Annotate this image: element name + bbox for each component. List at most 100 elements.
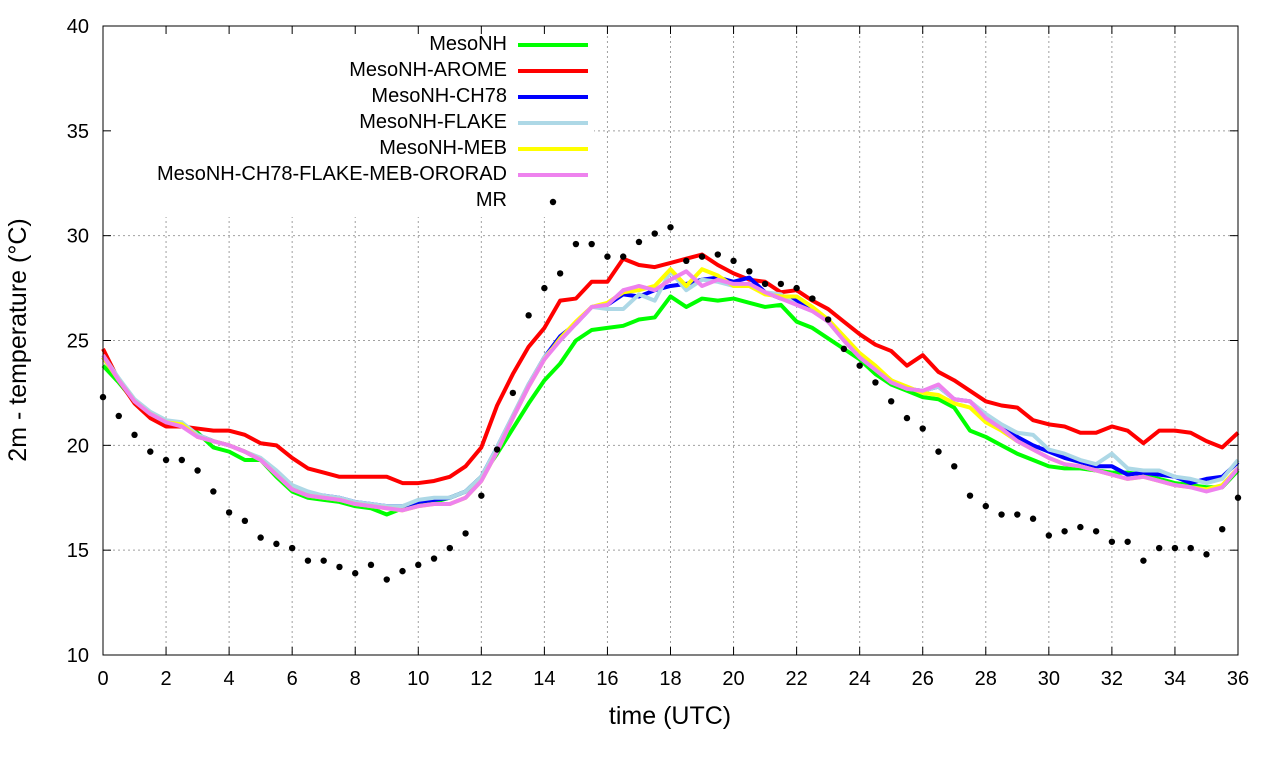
- point-mr: [872, 379, 879, 386]
- point-mr: [746, 268, 753, 275]
- point-mr: [635, 238, 643, 246]
- y-tick-label: 40: [67, 16, 89, 38]
- point-mr: [1187, 544, 1194, 552]
- point-mr: [777, 280, 785, 288]
- point-mr: [194, 467, 201, 474]
- point-mr: [903, 414, 911, 422]
- point-mr: [761, 280, 769, 288]
- point-mr: [178, 456, 186, 464]
- x-tick-label: 32: [1101, 668, 1123, 690]
- point-mr: [966, 492, 974, 499]
- point-mr: [1108, 538, 1116, 545]
- point-mr: [162, 456, 170, 464]
- x-tick-label: 8: [350, 668, 361, 690]
- point-mr: [1219, 526, 1226, 533]
- y-tick-label: 15: [67, 540, 89, 562]
- point-mr: [525, 312, 532, 319]
- point-mr: [131, 431, 138, 439]
- y-tick-label: 35: [67, 121, 89, 143]
- point-mr: [367, 561, 375, 569]
- point-mr: [1014, 511, 1021, 518]
- point-mr: [683, 257, 690, 265]
- point-mr: [887, 398, 895, 405]
- x-tick-label: 2: [160, 668, 171, 690]
- point-mr: [982, 502, 989, 510]
- point-mr: [1171, 544, 1179, 552]
- point-mr: [541, 284, 548, 292]
- x-tick-label: 0: [97, 668, 108, 690]
- point-mr: [241, 517, 249, 525]
- point-mr: [115, 412, 122, 420]
- y-tick-label: 30: [67, 226, 89, 248]
- legend-label-mesonh-ch78: MesoNH-CH78: [371, 85, 507, 107]
- x-tick-label: 36: [1227, 668, 1249, 690]
- point-mr: [383, 576, 390, 583]
- legend-label-mesonh-flake: MesoNH-FLAKE: [359, 111, 507, 133]
- point-mr: [730, 257, 737, 265]
- legend-marker-mr: [549, 198, 557, 206]
- x-tick-label: 26: [912, 668, 934, 690]
- series-line-mesonh-arome: [101, 252, 1240, 486]
- point-mr: [824, 316, 832, 323]
- x-tick-label: 30: [1038, 668, 1060, 690]
- point-mr: [604, 253, 611, 260]
- point-mr: [493, 446, 501, 453]
- y-tick-label: 25: [67, 331, 89, 353]
- y-axis-label: 2m - temperature (°C): [4, 218, 32, 461]
- x-tick-label: 20: [722, 668, 744, 690]
- x-tick-label: 4: [224, 668, 235, 690]
- point-mr: [919, 425, 926, 432]
- x-tick-label: 34: [1164, 668, 1186, 690]
- point-mr: [793, 284, 800, 292]
- x-tick-label: 22: [785, 668, 807, 690]
- point-mr: [415, 561, 422, 569]
- point-mr: [1092, 528, 1100, 535]
- point-mr: [1124, 538, 1131, 545]
- x-tick-label: 12: [470, 668, 492, 690]
- x-tick-label: 28: [975, 668, 997, 690]
- point-mr: [225, 509, 233, 516]
- point-mr: [651, 230, 658, 237]
- point-mr: [620, 253, 627, 260]
- point-mr: [304, 557, 312, 564]
- point-mr: [320, 557, 327, 564]
- point-mr: [809, 295, 816, 302]
- point-mr: [714, 251, 721, 258]
- legend-background: [104, 27, 594, 217]
- point-mr: [667, 224, 674, 231]
- point-mr: [210, 488, 217, 495]
- point-mr: [446, 544, 454, 552]
- series-line-mesonh-ch78-flake-meb-ororad: [101, 269, 1240, 513]
- y-tick-label: 10: [67, 645, 89, 667]
- point-mr: [1203, 551, 1210, 558]
- point-mr: [1029, 515, 1037, 522]
- legend-label-mr: MR: [476, 189, 507, 211]
- ticks: 0 2 4 6 8 10 12 14 16 18 20 22 24 26 28 30 32 34 361015202…: [67, 16, 1249, 690]
- point-mr: [399, 567, 406, 575]
- point-mr: [588, 240, 595, 248]
- legend: MesoNH MesoNH-AROME MesoNH-CH78 MesoNH-FLAK…: [104, 27, 594, 217]
- point-mr: [147, 448, 154, 455]
- point-mr: [840, 345, 848, 353]
- point-mr: [1155, 544, 1163, 552]
- point-mr: [998, 511, 1005, 518]
- legend-label-mesonh: MesoNH: [429, 33, 507, 55]
- point-mr: [288, 544, 296, 552]
- point-mr: [556, 270, 564, 277]
- y-tick-label: 20: [67, 435, 89, 457]
- point-mr: [1140, 557, 1147, 564]
- x-tick-label: 14: [533, 668, 555, 690]
- grid: [103, 26, 1238, 655]
- x-axis-label: time (UTC): [609, 702, 731, 730]
- point-mr: [1061, 528, 1068, 535]
- point-mr: [273, 540, 280, 548]
- point-mr: [572, 240, 580, 248]
- x-tick-label: 6: [287, 668, 298, 690]
- x-tick-label: 24: [849, 668, 871, 690]
- point-mr: [1077, 523, 1084, 531]
- point-mr: [935, 448, 942, 455]
- point-mr: [478, 492, 485, 499]
- point-mr: [951, 463, 958, 470]
- x-tick-label: 16: [596, 668, 618, 690]
